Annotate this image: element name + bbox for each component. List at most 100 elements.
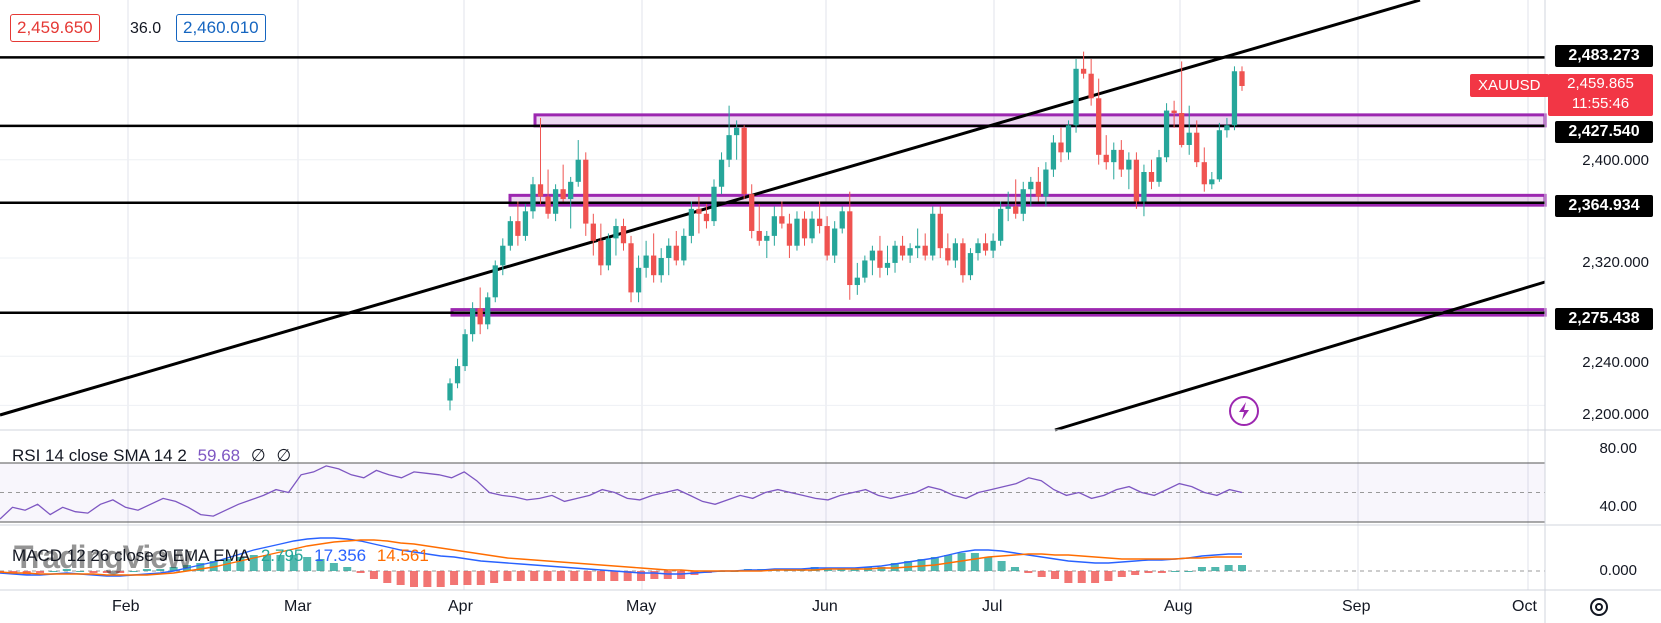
last-price-label: 2,459.865 11:55:46 xyxy=(1548,74,1653,116)
candle-body xyxy=(786,223,793,246)
macd-hist-value: 2.795 xyxy=(260,546,304,565)
candle-body xyxy=(454,366,461,384)
candle-body xyxy=(1073,68,1079,126)
macd-legend[interactable]: MACD 12 26 close 9 EMA EMA 2.795 17.356 … xyxy=(12,546,435,566)
bar-countdown: 11:55:46 xyxy=(1571,95,1630,112)
candle-body xyxy=(718,159,725,187)
macd-hist-bar xyxy=(36,571,45,573)
candle-body xyxy=(884,262,891,268)
macd-hist-bar xyxy=(369,571,378,579)
macd-hist-bar xyxy=(236,557,245,571)
candle-body xyxy=(583,159,589,224)
candle-body xyxy=(651,255,657,276)
candle-body xyxy=(1005,206,1011,209)
ask-price-box[interactable]: 2,460.010 xyxy=(176,14,266,42)
candle-body xyxy=(1028,181,1034,190)
candle-body xyxy=(500,245,506,266)
macd-hist-bar xyxy=(223,559,232,571)
macd-hist-bar xyxy=(930,557,939,571)
candle-body xyxy=(960,243,966,276)
symbol-badge: XAUUSD xyxy=(1470,74,1549,97)
macd-line xyxy=(0,537,1242,577)
rsi-legend[interactable]: RSI 14 close SMA 14 2 59.68 ∅ ∅ xyxy=(12,446,297,466)
candle-body xyxy=(899,245,906,256)
x-label-oct: Oct xyxy=(1512,598,1537,615)
macd-hist-bar xyxy=(1171,571,1180,572)
bid-price-box[interactable]: 2,459.650 xyxy=(10,14,100,42)
candle-body xyxy=(666,245,672,258)
candle-body xyxy=(1103,154,1109,163)
macd-hist-bar xyxy=(209,561,218,571)
x-label-sep: Sep xyxy=(1342,598,1371,615)
macd-hist-bar xyxy=(263,555,272,571)
x-label-mar: Mar xyxy=(284,598,312,615)
candle-body xyxy=(922,245,928,256)
macd-hist-bar xyxy=(623,571,632,581)
price-tick: 2,240.000 xyxy=(1582,354,1649,371)
macd-hist-bar xyxy=(1211,567,1220,571)
rsi-ma2-value: ∅ xyxy=(276,446,292,465)
macd-hist-bar xyxy=(1224,565,1233,571)
candle-body xyxy=(447,383,453,401)
candle-body xyxy=(469,308,476,335)
macd-hist-bar xyxy=(316,559,325,571)
candle-body xyxy=(545,196,551,214)
candle-body xyxy=(915,245,921,249)
candle-body xyxy=(1231,71,1238,126)
macd-hist-bar xyxy=(329,563,338,571)
macd-hist-bar xyxy=(543,571,552,581)
candle-body xyxy=(1209,179,1215,185)
level-label-4: 2,275.438 xyxy=(1555,308,1653,330)
candle-body xyxy=(877,250,883,268)
macd-hist-bar xyxy=(383,571,392,583)
candles xyxy=(447,51,1245,411)
candle-body xyxy=(1080,68,1087,74)
candle-body xyxy=(598,240,604,266)
candle-body xyxy=(711,186,717,222)
macd-hist-bar xyxy=(1037,571,1046,577)
candle-body xyxy=(1179,113,1185,145)
macd-hist-bar xyxy=(610,571,619,581)
macd-hist-bar xyxy=(556,571,565,581)
macd-hist-bar xyxy=(1091,571,1100,583)
macd-hist-bar xyxy=(463,571,472,585)
candle-body xyxy=(1065,125,1072,153)
candle-body xyxy=(967,253,974,276)
candle-body xyxy=(1096,98,1102,155)
x-label-apr: Apr xyxy=(448,598,473,615)
settings-icon[interactable] xyxy=(1588,596,1610,618)
candle-body xyxy=(688,208,695,236)
macd-hist-bar xyxy=(476,571,485,585)
macd-hist-bar xyxy=(276,555,285,571)
candle-body xyxy=(696,208,702,214)
candle-body xyxy=(892,245,898,263)
macd-hist-bar xyxy=(663,571,672,579)
candle-body xyxy=(1148,172,1155,182)
macd-hist-bar xyxy=(156,569,165,571)
macd-hist-bar xyxy=(970,553,979,571)
macd-hist-bar xyxy=(984,557,993,571)
rsi-line xyxy=(0,465,1243,520)
candle-body xyxy=(477,308,483,325)
candle-body xyxy=(1141,172,1147,202)
macd-hist-bar xyxy=(1184,571,1193,572)
macd-hist-bar xyxy=(1197,567,1206,571)
candle-body xyxy=(824,226,830,256)
candle-body xyxy=(801,218,808,239)
candle-body xyxy=(832,228,838,256)
candle-body xyxy=(907,248,913,256)
candle-body xyxy=(537,184,544,197)
flash-alert-icon[interactable] xyxy=(1228,395,1260,427)
candle-body xyxy=(937,213,943,249)
candle-body xyxy=(560,189,566,200)
candle-body xyxy=(1216,130,1223,180)
candle-body xyxy=(1088,73,1094,99)
candle-body xyxy=(1043,169,1049,197)
macd-hist-bar xyxy=(1238,565,1246,571)
candle-body xyxy=(862,260,868,278)
candle-body xyxy=(658,258,664,276)
price-tick: 2,400.000 xyxy=(1582,152,1649,169)
price-zone xyxy=(533,113,1547,128)
